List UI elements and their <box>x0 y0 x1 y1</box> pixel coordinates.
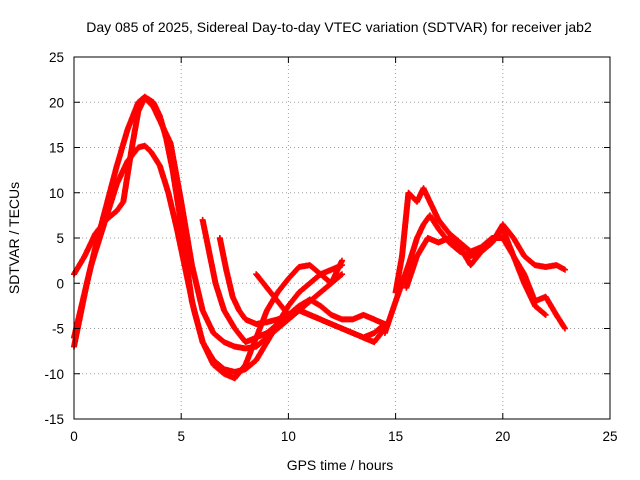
x-tick-label: 15 <box>388 429 403 444</box>
series-markers <box>392 185 549 318</box>
series-track-6 <box>253 271 388 346</box>
x-tick-label: 10 <box>281 429 296 444</box>
tick-layer: 0 5 10 15 20 25 -15 -10 -5 0 5 10 15 20 25 <box>44 50 617 444</box>
x-tick-label: 25 <box>602 429 617 444</box>
series-markers <box>199 216 388 346</box>
series-markers <box>403 225 568 332</box>
y-tick-label: 15 <box>49 141 64 156</box>
y-tick-label: 25 <box>49 50 64 65</box>
series-track-8 <box>392 185 549 318</box>
y-tick-label: -10 <box>44 367 64 382</box>
y-tick-label: -5 <box>52 322 64 337</box>
x-axis-label: GPS time / hours <box>287 457 394 473</box>
y-tick-label: 10 <box>49 186 64 201</box>
series-track-9 <box>403 225 568 332</box>
y-axis-label: SDTVAR / TECUs <box>6 182 22 294</box>
x-tick-label: 5 <box>177 429 185 444</box>
x-tick-label: 0 <box>70 429 78 444</box>
series-track-4 <box>199 216 388 346</box>
y-tick-label: 0 <box>56 276 64 291</box>
data-layer <box>71 93 568 382</box>
y-tick-label: 20 <box>49 95 64 110</box>
chart-title: Day 085 of 2025, Sidereal Day-to-day VTE… <box>86 19 592 35</box>
x-tick-label: 20 <box>495 429 510 444</box>
y-tick-label: 5 <box>56 231 64 246</box>
y-tick-label: -15 <box>44 412 64 427</box>
series-markers <box>253 271 388 346</box>
